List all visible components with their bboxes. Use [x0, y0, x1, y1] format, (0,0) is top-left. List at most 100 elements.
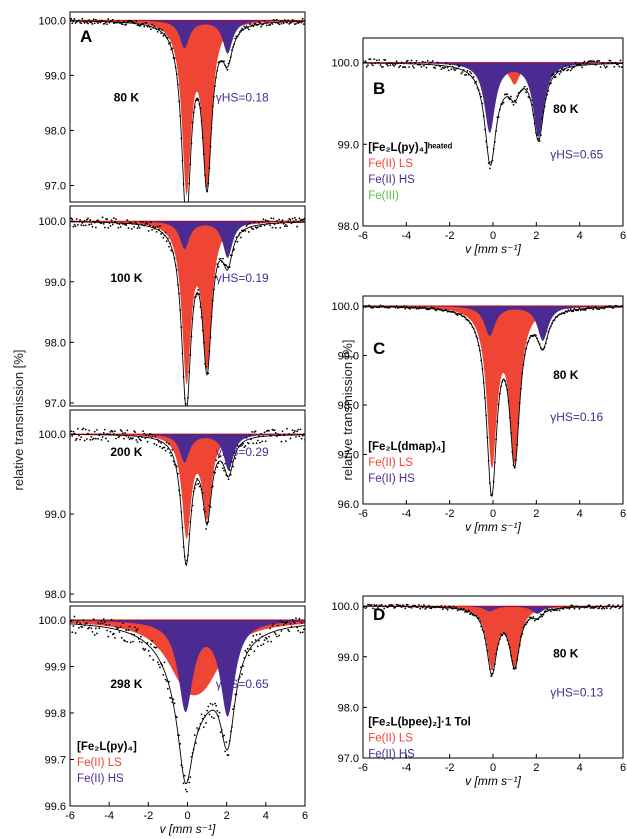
data-point: [573, 607, 576, 610]
data-point: [535, 131, 537, 134]
data-point: [411, 65, 414, 67]
data-point: [214, 471, 216, 474]
data-point: [114, 637, 116, 639]
data-point: [496, 648, 499, 650]
data-point: [526, 621, 529, 624]
data-point: [163, 661, 166, 664]
data-point: [510, 95, 512, 98]
data-point: [246, 223, 249, 226]
data-point: [132, 640, 134, 643]
data-point: [174, 264, 177, 267]
data-point: [379, 304, 382, 307]
data-point: [157, 228, 160, 231]
data-point: [291, 618, 294, 621]
data-point: [277, 222, 279, 225]
plot-area: [70, 17, 305, 209]
data-point: [208, 167, 211, 169]
data-point: [87, 22, 89, 25]
data-point: [549, 325, 552, 328]
data-point: [506, 93, 509, 96]
data-point: [161, 664, 164, 667]
data-point: [568, 310, 571, 312]
data-point: [118, 223, 121, 226]
data-point: [245, 436, 248, 439]
data-point: [139, 24, 142, 27]
data-point: [462, 608, 465, 610]
data-point: [101, 20, 104, 22]
data-point: [462, 315, 465, 318]
data-point: [84, 224, 87, 227]
data-point: [225, 264, 228, 267]
data-point: [90, 435, 93, 438]
data-point: [475, 335, 478, 338]
data-point: [286, 225, 288, 228]
data-point: [364, 306, 367, 308]
data-point: [151, 228, 153, 231]
data-point: [287, 19, 290, 22]
data-point: [178, 489, 180, 492]
data-point: [410, 59, 413, 62]
data-point: [562, 608, 565, 610]
data-point: [188, 371, 191, 373]
data-point: [165, 240, 168, 243]
data-point: [608, 603, 611, 606]
data-point: [115, 437, 117, 440]
data-point: [223, 734, 225, 737]
data-point: [289, 622, 292, 625]
data-point: [184, 788, 187, 791]
data-point: [288, 433, 291, 435]
data-point: [187, 207, 189, 209]
data-point: [81, 17, 84, 20]
data-point: [595, 605, 598, 608]
data-point: [179, 114, 182, 117]
data-point: [204, 714, 206, 717]
data-point: [460, 607, 463, 610]
data-point: [260, 644, 263, 647]
data-point: [78, 220, 80, 223]
data-point: [302, 433, 305, 436]
data-point: [447, 69, 450, 72]
data-point: [506, 639, 509, 641]
data-point: [226, 68, 229, 71]
gamma-label: γHS=0.18: [216, 90, 269, 104]
data-point: [275, 635, 278, 638]
data-point: [223, 469, 225, 472]
data-point: [224, 462, 227, 465]
data-point: [290, 625, 293, 628]
data-point: [279, 619, 282, 622]
data-point: [75, 437, 78, 440]
gamma-label: γHS=0.65: [216, 677, 269, 691]
data-point: [106, 433, 109, 435]
data-point: [201, 717, 204, 720]
data-point: [159, 225, 161, 228]
data-point: [382, 605, 384, 608]
data-point: [302, 218, 305, 221]
data-point: [206, 190, 209, 193]
data-point: [378, 306, 381, 309]
data-point: [501, 634, 504, 637]
data-point: [193, 487, 196, 490]
data-point: [217, 265, 220, 268]
data-point: [490, 675, 493, 678]
data-point: [240, 666, 242, 669]
data-point: [189, 354, 192, 357]
data-point: [92, 18, 95, 21]
data-point: [470, 323, 473, 326]
data-point: [594, 305, 597, 308]
data-point: [268, 635, 270, 638]
data-point: [544, 342, 547, 345]
data-point: [452, 310, 455, 313]
data-point: [298, 617, 301, 620]
data-point: [594, 63, 597, 66]
x-tick-label: -4: [401, 762, 411, 774]
data-point: [479, 93, 481, 95]
data-point: [247, 231, 250, 233]
data-point: [476, 87, 479, 89]
data-point: [188, 781, 191, 784]
plot-frame: [69, 409, 306, 603]
data-point: [277, 624, 279, 627]
data-point: [147, 230, 150, 232]
data-point: [261, 221, 264, 224]
data-point: [546, 93, 549, 96]
data-point: [100, 620, 103, 623]
